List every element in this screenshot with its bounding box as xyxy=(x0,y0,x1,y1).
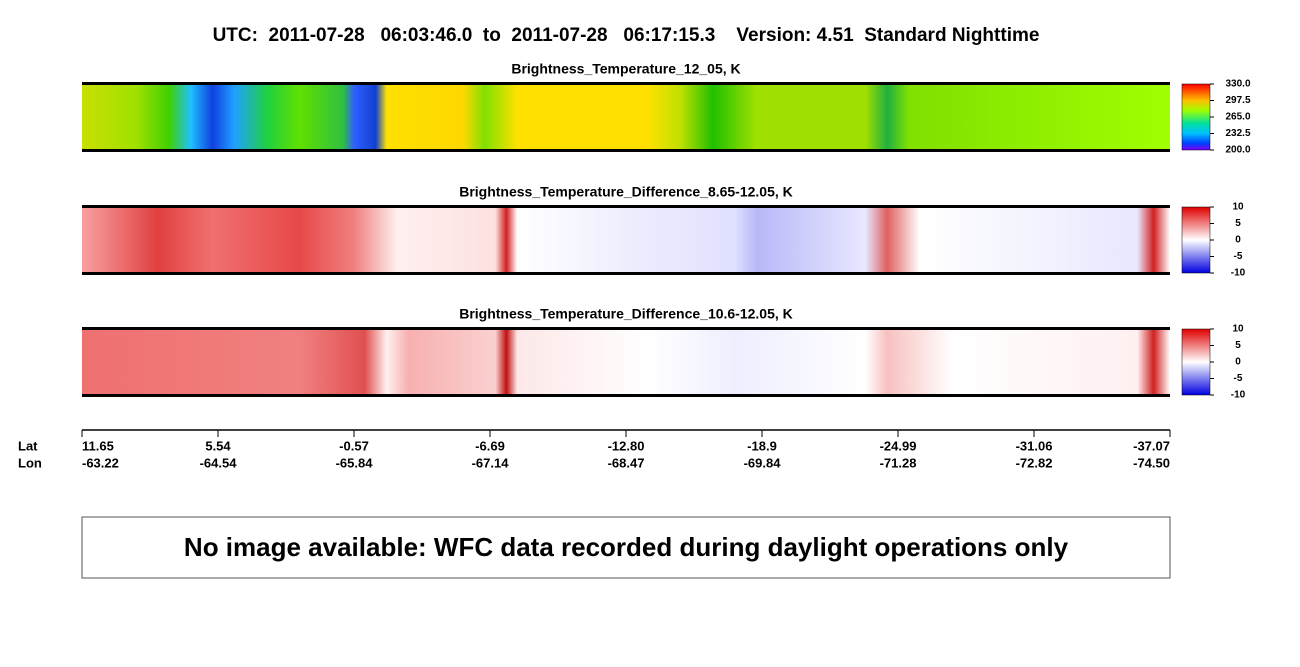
colorbar-label: 200.0 xyxy=(1225,145,1250,156)
strip-edge xyxy=(82,327,1170,330)
strip-edge xyxy=(82,394,1170,397)
image-strip xyxy=(82,84,1170,150)
lon-tick-label: -72.82 xyxy=(1016,455,1053,470)
lon-tick-label: -68.47 xyxy=(608,455,645,470)
colorbar xyxy=(1181,206,1211,274)
lat-tick-label: -0.57 xyxy=(339,438,369,453)
lat-tick-label: -18.9 xyxy=(747,438,777,453)
title: UTC: 2011-07-28 06:03:46.0 to 2011-07-28… xyxy=(213,25,1040,46)
lon-tick-label: -65.84 xyxy=(336,455,374,470)
colorbar-label: 5 xyxy=(1235,340,1241,351)
colorbar-label: 0 xyxy=(1235,235,1241,246)
colorbar-label: 10 xyxy=(1232,202,1244,213)
lon-tick-label: -63.22 xyxy=(82,455,119,470)
strip-edge xyxy=(82,205,1170,208)
panel-title: Brightness_Temperature_Difference_10.6-1… xyxy=(459,306,793,322)
lon-tick-label: -64.54 xyxy=(200,455,238,470)
colorbar-label: -5 xyxy=(1234,251,1243,262)
colorbar-label: 330.0 xyxy=(1225,79,1250,90)
colorbar-label: 10 xyxy=(1232,324,1244,335)
panel-title: Brightness_Temperature_12_05, K xyxy=(511,61,740,77)
strip-edge xyxy=(82,149,1170,152)
colorbar-label: 265.0 xyxy=(1225,112,1250,123)
lon-tick-label: -74.50 xyxy=(1133,455,1170,470)
lat-tick-label: 5.54 xyxy=(205,438,231,453)
lat-tick-label: -31.06 xyxy=(1016,438,1053,453)
message-box xyxy=(81,516,1171,579)
strip-edge xyxy=(82,272,1170,275)
colorbar-label: -10 xyxy=(1231,268,1246,279)
strip-edge xyxy=(82,82,1170,85)
colorbar-label: 5 xyxy=(1235,218,1241,229)
image-strip xyxy=(82,207,1170,273)
message: No image available: WFC data recorded du… xyxy=(184,532,1069,562)
lat-tick-label: -37.07 xyxy=(1133,438,1170,453)
colorbar-label: 232.5 xyxy=(1225,128,1250,139)
colorbar-label: -5 xyxy=(1234,373,1243,384)
lon-tick-label: -67.14 xyxy=(472,455,510,470)
colorbar-label: 0 xyxy=(1235,357,1241,368)
lon-label: Lon xyxy=(18,455,42,470)
panel-title: Brightness_Temperature_Difference_8.65-1… xyxy=(459,184,793,200)
lon-tick-label: -69.84 xyxy=(744,455,782,470)
colorbar-label: 297.5 xyxy=(1225,95,1250,106)
lat-tick-label: -24.99 xyxy=(880,438,917,453)
lat-tick-label: -12.80 xyxy=(608,438,645,453)
lon-tick-label: -71.28 xyxy=(880,455,917,470)
lat-tick-label: -6.69 xyxy=(475,438,505,453)
image-strip xyxy=(82,329,1170,395)
colorbar xyxy=(1181,328,1211,396)
lat-tick-label: 11.65 xyxy=(82,438,114,453)
lat-label: Lat xyxy=(18,438,38,453)
colorbar xyxy=(1181,83,1211,151)
colorbar-label: -10 xyxy=(1231,390,1246,401)
